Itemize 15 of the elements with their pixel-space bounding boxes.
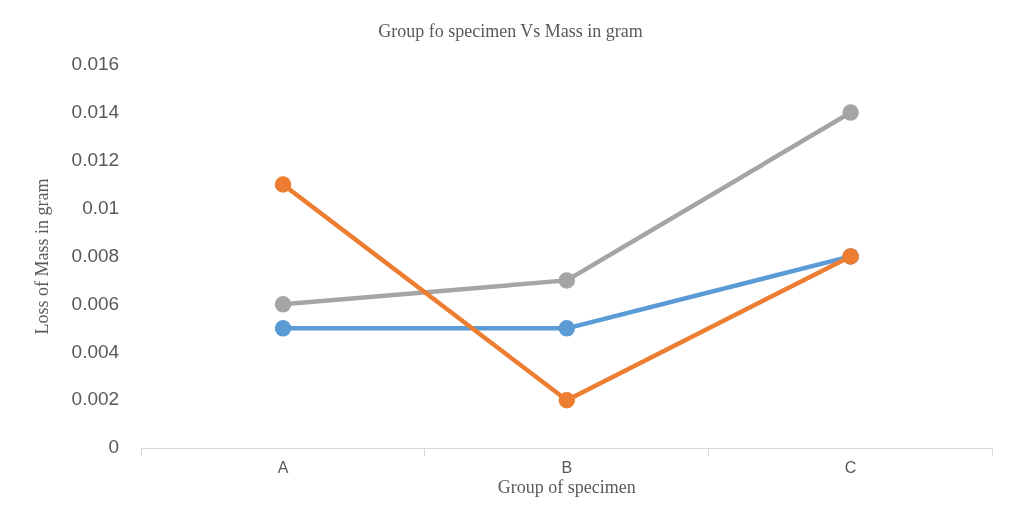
y-tick-label: 0.008 [71, 244, 120, 266]
y-tick-label: 0.004 [71, 340, 120, 362]
y-axis-title: Loss of Mass in gram [31, 178, 52, 335]
chart-title: Group fo specimen Vs Mass in gram [378, 20, 643, 41]
y-tick-label: 0.016 [71, 52, 120, 74]
y-tick-label: 0 [108, 436, 120, 458]
y-tick-label: 0.012 [71, 148, 120, 170]
x-tick-label: B [561, 459, 573, 477]
y-tick-label: 0.002 [71, 388, 120, 410]
y-tick-label: 0.01 [82, 196, 120, 218]
x-axis-title: Group of specimen [497, 476, 636, 497]
y-tick-label: 0.006 [71, 292, 120, 314]
x-tick-label: C [844, 459, 857, 477]
y-tick-label: 0.014 [71, 100, 120, 122]
x-tick-label: A [277, 459, 289, 477]
